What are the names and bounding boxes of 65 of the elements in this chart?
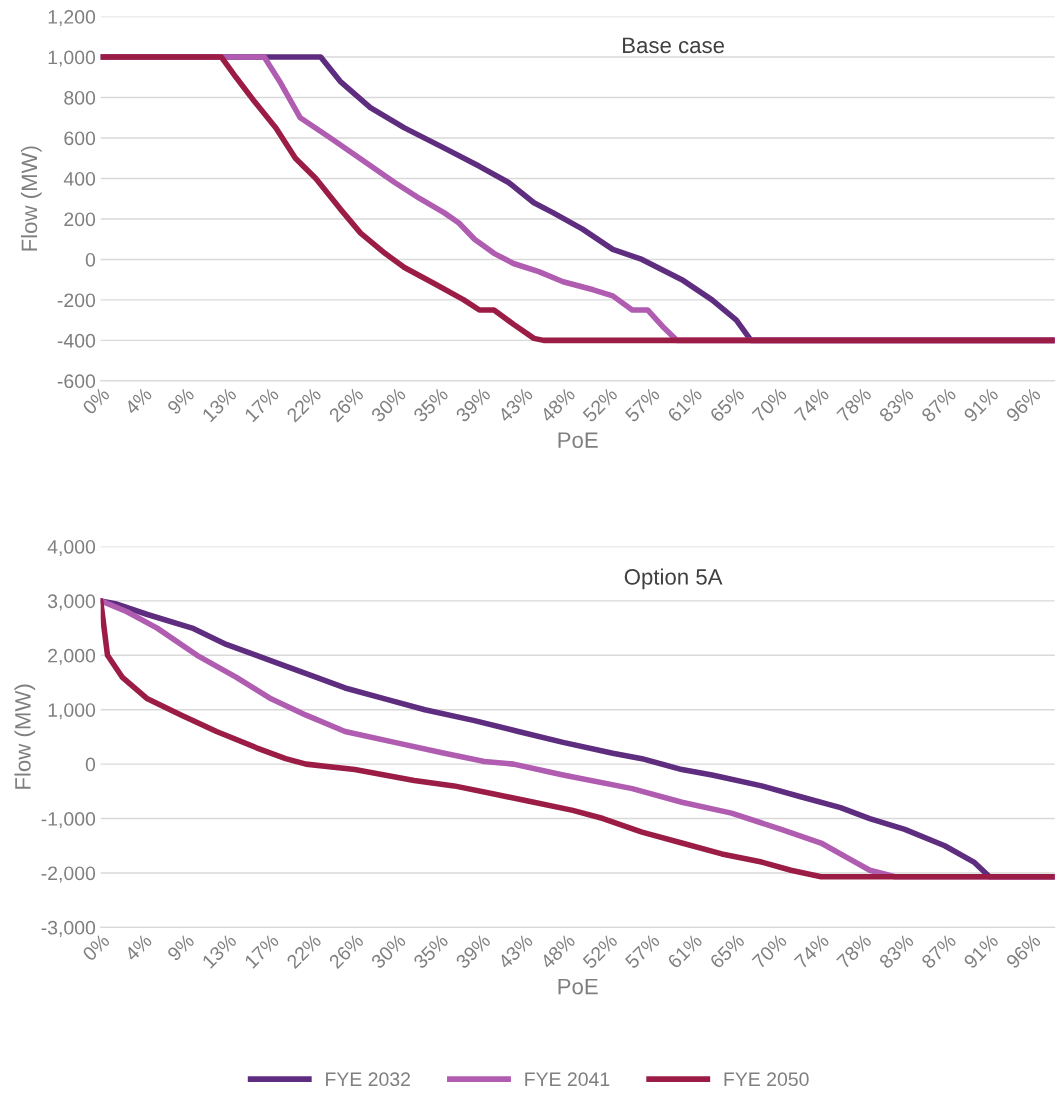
y-tick-label: 800	[64, 90, 96, 105]
x-tick-label: 30%	[370, 933, 407, 970]
y-tick-label: 2,000	[48, 648, 96, 665]
x-tick-label: 96%	[1005, 386, 1042, 423]
y-tick-label: 0	[85, 757, 96, 772]
y-tick-label: -2,000	[41, 866, 96, 883]
text: Option 5A	[624, 568, 723, 590]
x-tick-label: 78%	[836, 386, 873, 423]
y-tick-label: 400	[63, 171, 96, 186]
y-tick-label: 1,200	[48, 10, 96, 27]
x-tick-label: 91%	[962, 386, 1000, 423]
x-tick-label: 9%	[166, 933, 195, 962]
x-tick-label: 78%	[836, 933, 873, 970]
y-tick-label: 200	[64, 212, 96, 227]
x-tick-label: 52%	[581, 933, 619, 970]
x-tick-label: 83%	[878, 386, 915, 423]
x-tick-label: 57%	[624, 386, 661, 423]
y-tick-label: 1,000	[48, 703, 96, 720]
legend-label: FYE 2041	[525, 1072, 610, 1087]
x-tick-label: 70%	[751, 933, 788, 970]
x-tick-label: 9%	[166, 386, 195, 416]
x-axis-title: PoE	[558, 978, 598, 995]
x-tick-label: 30%	[370, 386, 407, 423]
x-tick-label: 87%	[920, 933, 957, 970]
y-tick-label: -400	[57, 333, 96, 348]
legend-label: FYE 2050	[724, 1072, 809, 1087]
x-tick-label: 17%	[243, 386, 280, 423]
x-tick-label: 70%	[751, 386, 788, 423]
y-tick-label: -200	[57, 293, 96, 308]
x-tick-label: 35%	[412, 386, 449, 423]
y-tick-label: 600	[64, 131, 96, 146]
x-tick-label: 87%	[920, 386, 957, 423]
x-tick-label: 57%	[624, 933, 661, 970]
x-tick-label: 74%	[793, 933, 830, 970]
y-tick-label: -600	[57, 374, 96, 389]
y-axis-title: Flow (MW)	[14, 684, 36, 789]
x-tick-label: 91%	[962, 933, 1000, 970]
x-tick-label: 48%	[539, 933, 576, 970]
y-axis-title: Flow (MW)	[20, 146, 42, 251]
y-tick-label: 1,000	[48, 50, 96, 67]
x-tick-label: 83%	[878, 933, 915, 970]
x-tick-label: 13%	[201, 386, 238, 423]
text: Base case	[623, 37, 724, 54]
x-tick-label: 4%	[123, 386, 153, 416]
x-tick-label: 39%	[454, 933, 492, 970]
y-tick-label: -1,000	[41, 812, 96, 829]
x-tick-label: 43%	[497, 933, 534, 970]
x-tick-label: 4%	[123, 933, 153, 962]
x-tick-label: 65%	[709, 386, 746, 423]
y-tick-label: 0	[85, 252, 96, 267]
y-tick-label: 4,000	[47, 539, 96, 557]
x-tick-label: 74%	[793, 386, 830, 423]
x-tick-label: 61%	[666, 933, 703, 970]
x-tick-label: 48%	[539, 386, 576, 424]
x-tick-label: 39%	[454, 386, 492, 423]
x-tick-label: 65%	[709, 933, 746, 970]
y-tick-label: 3,000	[47, 594, 96, 611]
x-tick-label: 35%	[412, 933, 449, 970]
x-tick-label: 96%	[1005, 933, 1042, 970]
x-tick-label: 61%	[666, 386, 703, 423]
x-tick-label: 43%	[497, 386, 534, 424]
legend-label: FYE 2032	[326, 1072, 410, 1087]
y-tick-label: -3,000	[41, 920, 96, 937]
x-axis-title: PoE	[558, 432, 598, 448]
x-tick-label: 52%	[581, 386, 619, 423]
